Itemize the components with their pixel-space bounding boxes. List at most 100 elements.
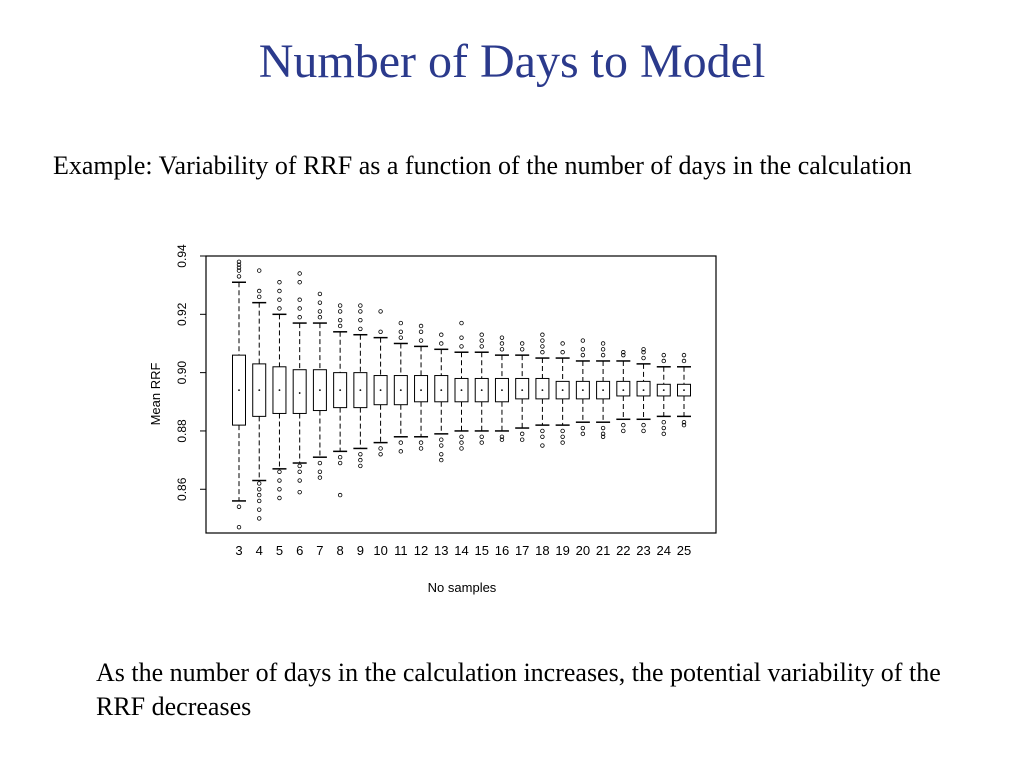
outlier-point <box>257 492 262 498</box>
outlier-point <box>681 352 687 358</box>
x-tick-label: 5 <box>276 543 283 558</box>
caption-text: As the number of days in the calculation… <box>96 658 941 721</box>
iqr-box <box>414 375 429 403</box>
outlier-point <box>459 446 464 451</box>
outlier-point <box>418 446 424 451</box>
outlier-point <box>297 469 302 474</box>
outlier-point <box>277 297 282 302</box>
x-tick-label: 14 <box>454 543 468 558</box>
box-17 <box>515 341 530 442</box>
median-dot <box>339 389 342 392</box>
box-18 <box>535 332 550 448</box>
outlier-point <box>580 347 586 352</box>
median-dot <box>521 389 524 392</box>
y-tick-label: 0.94 <box>175 244 189 268</box>
outlier-point <box>277 487 282 492</box>
outlier-point <box>661 431 666 437</box>
outlier-point <box>297 478 302 483</box>
box-25 <box>677 352 691 428</box>
box-3 <box>232 259 246 530</box>
outlier-point <box>681 358 687 364</box>
x-tick-label: 10 <box>373 543 387 558</box>
outlier-point <box>358 326 363 332</box>
median-dot <box>379 389 382 392</box>
box-19 <box>555 341 570 445</box>
outlier-point <box>297 315 302 320</box>
outlier-point <box>560 341 565 346</box>
outlier-point <box>661 425 666 431</box>
outlier-point <box>479 338 484 343</box>
outlier-point <box>317 469 323 474</box>
iqr-box <box>434 375 449 403</box>
outlier-point <box>459 335 464 340</box>
outlier-point <box>337 317 343 323</box>
x-tick-label: 21 <box>596 543 610 558</box>
outlier-point <box>236 524 242 530</box>
outlier-point <box>621 350 626 355</box>
outlier-point <box>519 347 525 352</box>
box-4 <box>252 268 267 521</box>
outlier-point <box>277 469 282 474</box>
y-tick-label: 0.86 <box>175 477 189 501</box>
x-tick-label: 15 <box>474 543 488 558</box>
outlier-point <box>418 440 424 445</box>
x-tick-label: 17 <box>515 543 529 558</box>
outlier-point <box>681 422 687 428</box>
outlier-point <box>540 350 545 355</box>
box-13 <box>434 332 449 463</box>
median-dot <box>440 389 443 392</box>
outlier-point <box>540 443 545 448</box>
box-8 <box>333 303 348 498</box>
outlier-point <box>580 338 586 343</box>
outlier-point <box>317 291 323 297</box>
intro-text: Example: Variability of RRF as a functio… <box>53 151 912 180</box>
x-tick-label: 4 <box>256 543 263 558</box>
outlier-point <box>236 262 242 267</box>
x-tick-label: 7 <box>316 543 323 558</box>
median-dot <box>501 389 503 392</box>
slide-title: Number of Days to Model <box>258 35 766 88</box>
outlier-point <box>337 323 343 329</box>
outlier-point <box>398 440 404 445</box>
outlier-point <box>641 347 646 352</box>
outlier-point <box>418 323 424 329</box>
outlier-point <box>257 516 262 521</box>
x-tick-label: 22 <box>616 543 630 558</box>
outlier-point <box>297 297 302 302</box>
outlier-point <box>580 431 586 437</box>
median-dot <box>561 389 564 392</box>
box-14 <box>454 320 469 451</box>
x-tick-label: 9 <box>357 543 364 558</box>
outlier-point <box>378 329 383 335</box>
iqr-box <box>515 377 530 400</box>
box-9 <box>353 303 368 469</box>
outlier-point <box>378 446 383 451</box>
outlier-point <box>337 492 343 498</box>
outlier-point <box>337 303 343 308</box>
outlier-point <box>378 452 383 457</box>
median-dot <box>581 389 584 392</box>
x-axis: 3 4 5 6 7 8 9 10 11 12 13 14 15 16 17 18 19 20 21 22 23 24 25 <box>235 543 691 558</box>
median-dot <box>662 389 665 392</box>
box-23 <box>636 347 651 434</box>
iqr-box <box>636 380 651 397</box>
outlier-point <box>358 309 363 314</box>
x-tick-label: 16 <box>495 543 509 558</box>
outlier-point <box>378 309 383 314</box>
outlier-point <box>479 332 484 337</box>
outlier-point <box>641 428 646 434</box>
median-dot <box>258 389 261 392</box>
outlier-point <box>439 341 444 346</box>
outlier-point <box>540 434 545 439</box>
outlier-point <box>257 487 262 492</box>
median-dot <box>683 389 685 392</box>
box-16 <box>494 335 509 442</box>
outlier-point <box>519 431 525 437</box>
x-tick-label: 3 <box>235 543 242 558</box>
outlier-point <box>479 344 484 349</box>
x-tick-label: 13 <box>434 543 448 558</box>
y-axis-label: Mean RRF <box>148 363 163 426</box>
box-15 <box>474 332 489 445</box>
outlier-point <box>277 495 282 501</box>
median-dot <box>602 389 604 392</box>
